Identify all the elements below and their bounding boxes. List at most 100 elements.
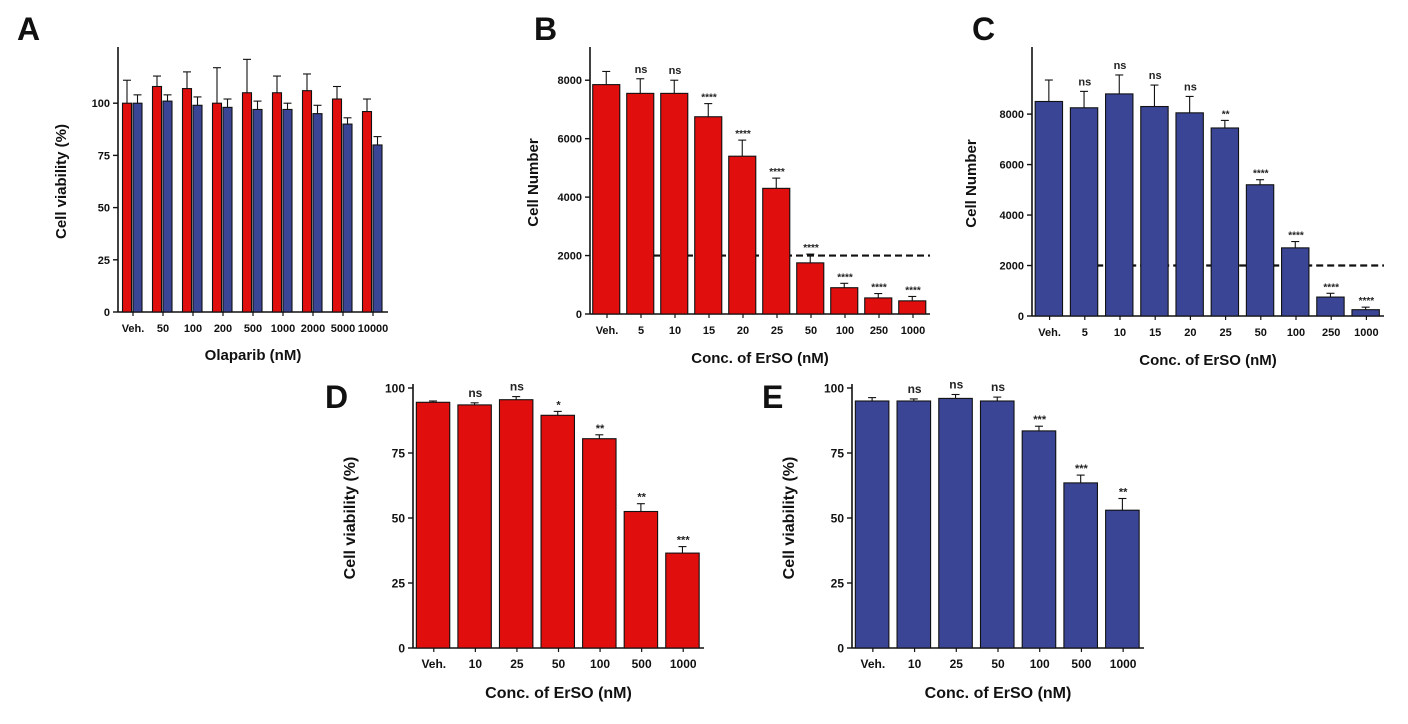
y-axis-title: Cell Number <box>525 138 542 227</box>
significance-label: **** <box>769 167 785 178</box>
bar <box>626 92 655 315</box>
x-tick-label: 10 <box>1114 327 1126 339</box>
x-tick-label: 25 <box>1219 327 1231 339</box>
significance-label: **** <box>1323 282 1339 293</box>
x-tick-label: 50 <box>805 325 817 337</box>
y-tick-label: 4000 <box>558 192 582 204</box>
significance-label: **** <box>1253 169 1269 180</box>
y-tick-label: 100 <box>92 98 110 110</box>
y-tick-label: 0 <box>1018 311 1024 323</box>
significance-label: ns <box>1184 81 1197 93</box>
x-tick-label: 250 <box>870 325 888 337</box>
x-tick-label: Veh. <box>421 657 446 671</box>
bar <box>132 102 143 313</box>
panel-letter: B <box>534 11 557 47</box>
y-tick-label: 25 <box>98 255 110 267</box>
significance-label: **** <box>1288 231 1304 242</box>
bar <box>592 84 621 315</box>
bar <box>898 300 927 315</box>
y-tick-label: 75 <box>831 446 845 460</box>
bar <box>1063 482 1098 649</box>
bar <box>728 155 757 315</box>
bar <box>896 400 932 649</box>
bar <box>1245 184 1275 317</box>
x-tick-label: Veh. <box>122 323 145 335</box>
significance-label: *** <box>1075 463 1089 475</box>
bar <box>1069 107 1099 317</box>
x-tick-label: 15 <box>703 325 715 337</box>
y-axis-title: Cell viability (%) <box>342 457 359 580</box>
bar <box>241 92 253 313</box>
x-tick-label: Veh. <box>861 657 886 671</box>
bar <box>271 92 283 313</box>
significance-label: ns <box>1078 76 1091 88</box>
significance-label: ns <box>949 378 963 392</box>
bar <box>282 108 293 313</box>
x-tick-label: 25 <box>771 325 783 337</box>
bar <box>342 123 353 313</box>
bar <box>1021 430 1057 649</box>
x-tick-label: Veh. <box>1038 327 1061 339</box>
bar <box>312 113 323 313</box>
x-axis-title: Conc. of ErSO (nM) <box>691 350 829 367</box>
bar <box>252 108 263 313</box>
bar <box>457 404 492 649</box>
significance-label: *** <box>677 535 691 547</box>
bar <box>979 400 1015 649</box>
panel-letter: C <box>972 11 995 47</box>
y-tick-label: 8000 <box>1000 109 1024 121</box>
bar <box>181 88 193 313</box>
bar <box>1281 247 1310 317</box>
x-tick-label: 250 <box>1322 327 1340 339</box>
significance-label: ns <box>908 382 922 396</box>
x-tick-label: 100 <box>1030 657 1050 671</box>
bar <box>1175 112 1204 317</box>
significance-label: **** <box>871 283 887 294</box>
x-tick-label: 100 <box>184 323 202 335</box>
significance-label: **** <box>905 285 921 296</box>
bar <box>301 90 313 313</box>
bar <box>415 401 451 649</box>
significance-label: ns <box>669 65 682 77</box>
bar <box>121 102 133 313</box>
significance-label: ns <box>510 380 524 394</box>
bar <box>938 397 973 649</box>
bar <box>222 106 233 313</box>
significance-label: **** <box>735 129 751 140</box>
bar <box>1351 309 1380 317</box>
x-tick-label: 50 <box>157 323 169 335</box>
chart-panel-a: A 0 25 50 75 100 Veh. 50 100 200 500 1000 2000 5000 10… <box>17 11 388 364</box>
significance-label: ns <box>635 64 648 76</box>
significance-label: ns <box>1114 60 1127 72</box>
significance-label: * <box>556 399 561 411</box>
x-tick-label: 5000 <box>331 323 355 335</box>
x-tick-label: 10000 <box>358 323 389 335</box>
x-tick-label: 100 <box>836 325 854 337</box>
bar <box>660 92 689 315</box>
bar <box>694 116 723 315</box>
y-tick-label: 6000 <box>558 134 582 146</box>
significance-label: ns <box>468 386 482 400</box>
x-axis-title: Conc. of ErSO (nM) <box>1139 352 1277 369</box>
y-tick-label: 8000 <box>558 75 582 87</box>
x-axis-title: Conc. of ErSO (nM) <box>485 685 632 702</box>
y-tick-label: 25 <box>392 576 406 590</box>
y-tick-label: 50 <box>392 511 406 525</box>
bar <box>192 104 203 313</box>
bar <box>830 287 859 315</box>
bar <box>162 100 173 313</box>
significance-label: *** <box>1033 414 1047 426</box>
x-tick-label: 1000 <box>1110 657 1137 671</box>
bar <box>762 187 791 315</box>
y-tick-label: 100 <box>824 381 844 395</box>
bar <box>498 399 534 649</box>
x-tick-label: 10 <box>469 657 483 671</box>
significance-label: ** <box>1119 487 1128 499</box>
x-tick-label: 20 <box>737 325 749 337</box>
x-tick-label: 1000 <box>901 325 925 337</box>
x-tick-label: 5 <box>638 325 644 337</box>
bar <box>1034 100 1064 317</box>
bar <box>796 262 825 315</box>
